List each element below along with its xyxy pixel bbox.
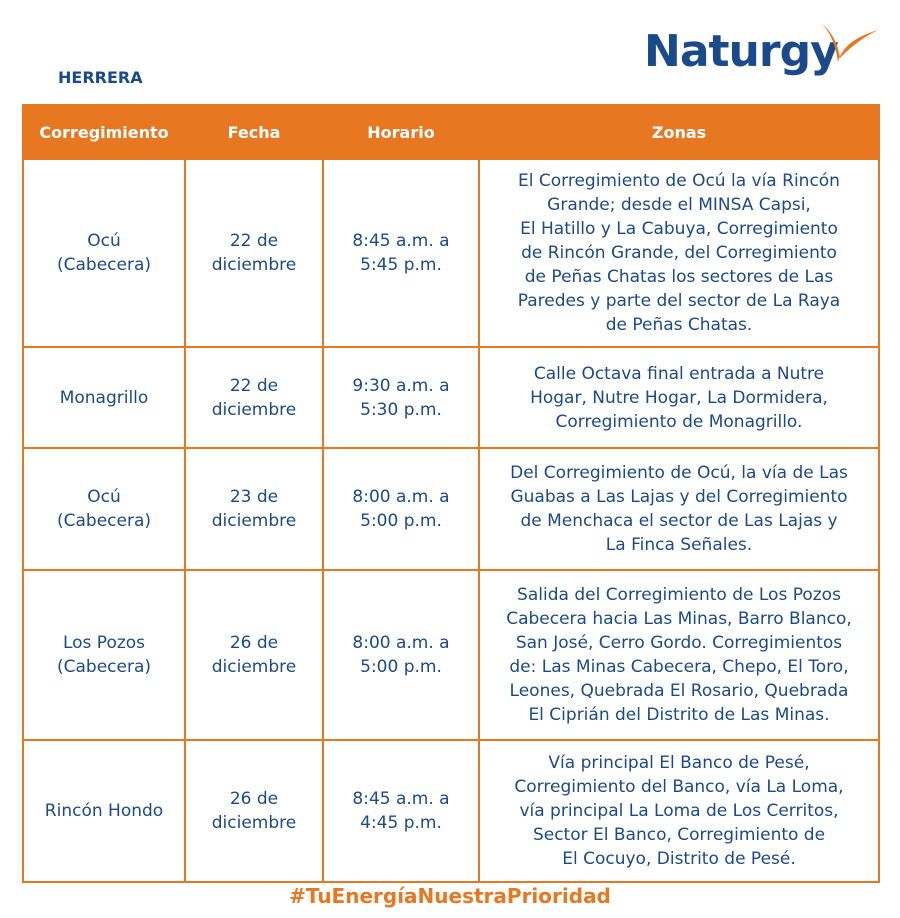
table-row: Rincón Hondo 26 de diciembre 8:45 a.m. a 4:4…: [22, 739, 880, 883]
cell-line: 8:45 a.m. a: [352, 231, 450, 251]
cell-line: 5:30 p.m.: [360, 399, 442, 420]
cell-line: 5:45 p.m.: [360, 255, 442, 275]
cell-line: de Menchaca el sector de Las Lajas y: [520, 511, 838, 531]
cell-line: Cabecera hacia Las Minas, Barro Blanco,: [506, 609, 852, 629]
table-cell: Monagrillo: [22, 346, 186, 449]
cell-line: 5:00 p.m.: [360, 657, 442, 677]
cell-line: de Peñas Chatas los sectores de Las: [524, 267, 834, 287]
cell-line: Calle Octava final entrada a Nutre: [533, 363, 825, 384]
table-cell: Calle Octava final entrada a Nutre Hogar,…: [478, 346, 880, 449]
hashtag: #TuEnergíaNuestraPrioridad: [289, 884, 611, 908]
cell-line: Guabas a Las Lajas y del Corregimiento: [510, 487, 848, 507]
table-cell: 9:30 a.m. a 5:30 p.m.: [322, 346, 480, 449]
cell-line: 4:45 p.m.: [360, 813, 442, 833]
table-cell: Del Corregimiento de Ocú, la vía de Las G…: [478, 447, 880, 571]
cell-line: 8:00 a.m. a: [352, 633, 450, 653]
logo-text: Naturgy: [644, 26, 839, 77]
table-cell: 26 de diciembre: [184, 569, 324, 741]
cell-line: Paredes y parte del sector de La Raya: [517, 291, 841, 311]
cell-line: 26 de: [229, 789, 279, 809]
column-header: Zonas: [478, 104, 880, 160]
cell-line: 8:45 a.m. a: [352, 789, 450, 809]
cell-line: Del Corregimiento de Ocú, la vía de Las: [510, 463, 848, 483]
table-cell: 8:00 a.m. a 5:00 p.m.: [322, 447, 480, 571]
table-row: Monagrillo 22 de diciembre 9:30 a.m. a 5:30 …: [22, 346, 880, 449]
cell-line: diciembre: [211, 399, 297, 420]
table-cell: Salida del Corregimiento de Los Pozos Cab…: [478, 569, 880, 741]
table-cell: 8:45 a.m. a 4:45 p.m.: [322, 739, 480, 883]
cell-line: Leones, Quebrada El Rosario, Quebrada: [509, 681, 849, 701]
table-cell: Ocú (Cabecera): [22, 158, 186, 348]
cell-line: Rincón Hondo: [44, 801, 164, 821]
cell-line: 5:00 p.m.: [360, 511, 442, 531]
table-cell: 8:00 a.m. a 5:00 p.m.: [322, 569, 480, 741]
cell-line: 8:00 a.m. a: [352, 487, 450, 507]
cell-line: de Peñas Chatas.: [605, 315, 753, 335]
cell-line: (Cabecera): [56, 657, 151, 677]
table-cell: 22 de diciembre: [184, 346, 324, 449]
cell-line: 23 de: [229, 487, 279, 507]
column-header: Corregimiento: [22, 104, 186, 160]
region-title: HERRERA: [58, 68, 143, 87]
cell-line: Corregimiento del Banco, vía La Loma,: [514, 777, 844, 797]
logo-butterfly: [822, 24, 878, 62]
table-row: Los Pozos (Cabecera) 26 de diciembre 8:00 a.…: [22, 569, 880, 741]
table-cell: 22 de diciembre: [184, 158, 324, 348]
cell-line: diciembre: [211, 657, 297, 677]
cell-line: diciembre: [211, 255, 297, 275]
cell-line: Ocú: [87, 487, 121, 507]
cell-line: Hogar, Nutre Hogar, La Dormidera,: [530, 387, 828, 408]
cell-line: Sector El Banco, Corregimiento de: [532, 825, 826, 845]
table-cell: 23 de diciembre: [184, 447, 324, 571]
cell-line: Los Pozos: [62, 633, 146, 653]
table-cell: 8:45 a.m. a 5:45 p.m.: [322, 158, 480, 348]
cell-line: (Cabecera): [56, 511, 151, 531]
column-header: Fecha: [184, 104, 324, 160]
cell-line: diciembre: [211, 813, 297, 833]
table-cell: Rincón Hondo: [22, 739, 186, 883]
cell-line: (Cabecera): [56, 255, 151, 275]
cell-line: El Ciprián del Distrito de Las Minas.: [528, 705, 830, 725]
cell-line: El Cocuyo, Distrito de Pesé.: [562, 849, 796, 869]
cell-line: El Corregimiento de Ocú la vía Rincón: [518, 171, 840, 191]
table-cell: Ocú (Cabecera): [22, 447, 186, 571]
cell-line: La Finca Señales.: [605, 535, 753, 555]
table-cell: Los Pozos (Cabecera): [22, 569, 186, 741]
cell-line: El Hatillo y La Cabuya, Corregimiento: [520, 219, 838, 239]
column-header: Horario: [322, 104, 480, 160]
table-cell: Vía principal El Banco de Pesé, Corregimi…: [478, 739, 880, 883]
cell-line: Grande; desde el MINSA Capsi,: [547, 195, 811, 215]
table-row: Ocú (Cabecera) 23 de diciembre 8:00 a.m. a 5:…: [22, 447, 880, 571]
cell-line: 22 de: [229, 231, 279, 251]
cell-line: Ocú: [87, 231, 121, 251]
cell-line: 26 de: [229, 633, 279, 653]
cell-line: vía principal La Loma de Los Cerritos,: [519, 801, 839, 821]
cell-line: 9:30 a.m. a: [352, 375, 450, 396]
table-cell: 26 de diciembre: [184, 739, 324, 883]
cell-line: Monagrillo: [59, 387, 149, 408]
cell-line: diciembre: [211, 511, 297, 531]
table-row: Ocú (Cabecera) 22 de diciembre 8:45 a.m. a 5:…: [22, 158, 880, 348]
cell-line: Salida del Corregimiento de Los Pozos: [517, 585, 841, 605]
cell-line: Vía principal El Banco de Pesé,: [548, 753, 810, 773]
cell-line: San José, Cerro Gordo. Corregimientos: [515, 633, 843, 653]
table-cell: El Corregimiento de Ocú la vía Rincón Gra…: [478, 158, 880, 348]
cell-line: de Rincón Grande, del Corregimiento: [521, 243, 837, 263]
cell-line: Corregimiento de Monagrillo.: [555, 411, 803, 432]
schedule-table: Corregimiento Fecha Horario Zonas Ocú (Cabec…: [22, 104, 880, 883]
cell-line: de: Las Minas Cabecera, Chepo, El Toro,: [509, 657, 849, 677]
cell-line: 22 de: [229, 375, 279, 396]
